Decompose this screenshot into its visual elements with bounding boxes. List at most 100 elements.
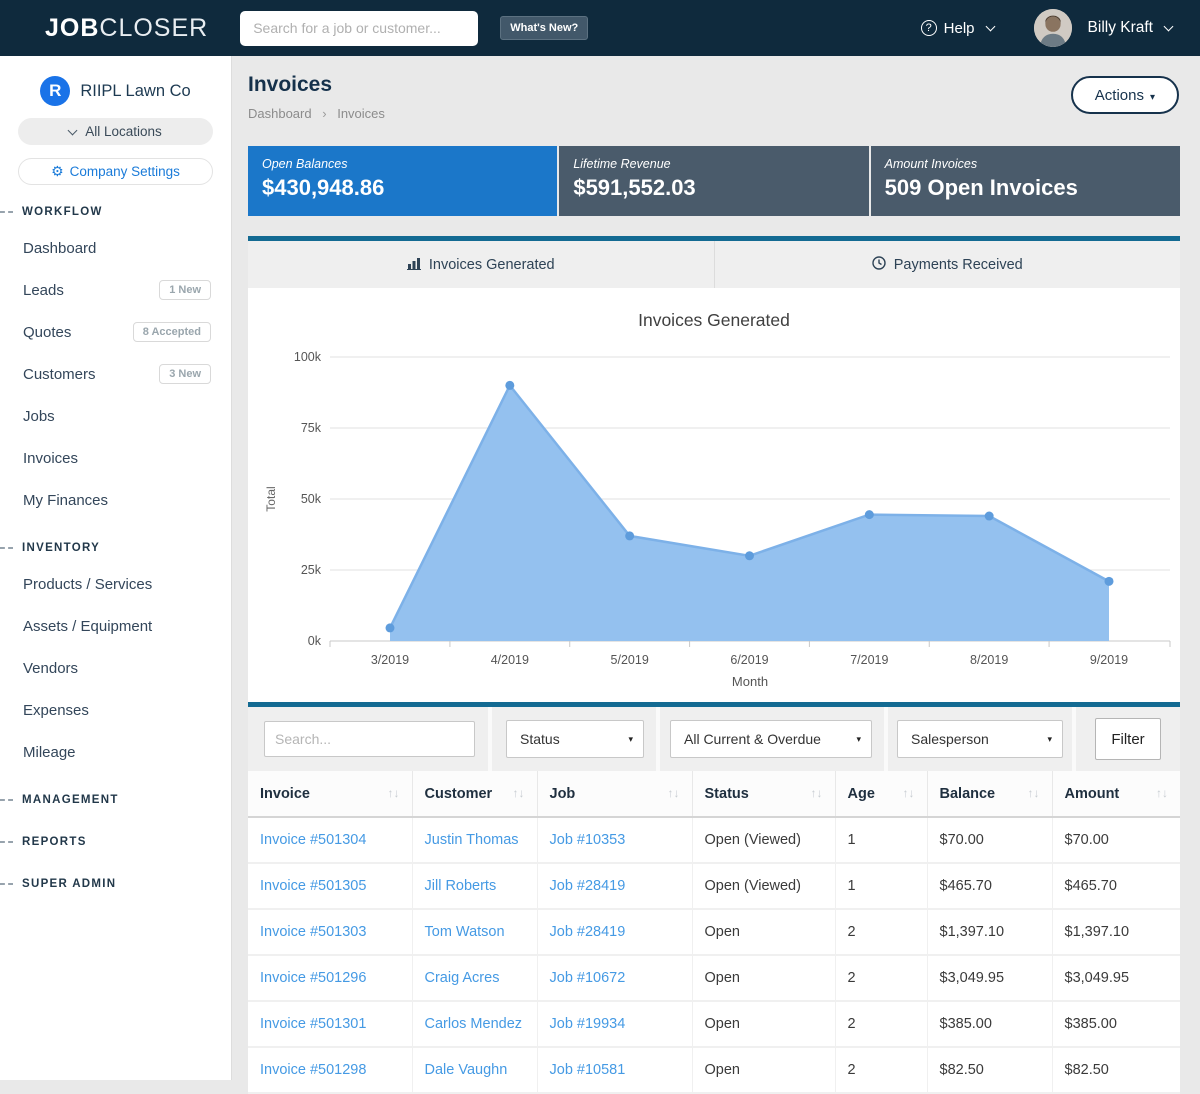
sidebar-item-my-finances[interactable]: My Finances — [0, 479, 231, 521]
cell-status: Open — [692, 1047, 835, 1093]
date-range-select[interactable]: All Current & Overdue▾ — [670, 720, 872, 758]
invoices-table: ↑↓Invoice↑↓Customer↑↓Job↑↓Status↑↓Age↑↓B… — [248, 771, 1180, 1094]
x-tick-label: 7/2019 — [850, 653, 888, 667]
customer-link[interactable]: Justin Thomas — [425, 832, 519, 848]
user-menu[interactable]: Billy Kraft — [1088, 19, 1172, 37]
caret-down-icon: ▾ — [856, 734, 861, 745]
cell-balance: $3,049.95 — [927, 955, 1052, 1001]
company-name: RIIPL Lawn Co — [80, 82, 190, 101]
sidebar-item-label: Expenses — [23, 702, 89, 719]
filter-button[interactable]: Filter — [1095, 718, 1161, 760]
column-label: Amount — [1065, 786, 1120, 802]
column-header-customer[interactable]: ↑↓Customer — [412, 771, 537, 817]
breadcrumb-separator-icon: › — [322, 106, 326, 121]
app-logo[interactable]: JOBCLOSER — [45, 14, 208, 43]
cell-invoice-link: Invoice #501296 — [248, 955, 412, 1001]
status-select[interactable]: Status▾ — [506, 720, 644, 758]
stat-card-lifetime-revenue: Lifetime Revenue$591,552.03 — [559, 146, 868, 216]
tab-label: Payments Received — [894, 257, 1023, 273]
sidebar-item-jobs[interactable]: Jobs — [0, 395, 231, 437]
area-chart: Invoices Generated0k25k50k75k100k3/20194… — [248, 288, 1180, 702]
section-label: INVENTORY — [22, 542, 100, 554]
sidebar-item-label: Dashboard — [23, 240, 96, 257]
x-tick-label: 4/2019 — [491, 653, 529, 667]
section-label: REPORTS — [22, 836, 87, 848]
sidebar-item-expenses[interactable]: Expenses — [0, 689, 231, 731]
column-header-age[interactable]: ↑↓Age — [835, 771, 927, 817]
salesperson-select[interactable]: Salesperson▾ — [897, 720, 1063, 758]
invoice-link[interactable]: Invoice #501305 — [260, 878, 366, 894]
column-header-job[interactable]: ↑↓Job — [537, 771, 692, 817]
customer-link[interactable]: Tom Watson — [425, 924, 505, 940]
stat-card-amount-invoices: Amount Invoices509 Open Invoices — [871, 146, 1180, 216]
cell-age: 2 — [835, 955, 927, 1001]
company-settings-button[interactable]: ⚙ Company Settings — [18, 158, 213, 185]
column-header-status[interactable]: ↑↓Status — [692, 771, 835, 817]
breadcrumb-dashboard[interactable]: Dashboard — [248, 106, 312, 121]
table-row: Invoice #501304Justin ThomasJob #10353Op… — [248, 817, 1180, 863]
breadcrumb-invoices[interactable]: Invoices — [337, 106, 385, 121]
customer-link[interactable]: Jill Roberts — [425, 878, 497, 894]
global-search-input[interactable] — [240, 11, 478, 46]
job-link[interactable]: Job #19934 — [550, 1016, 626, 1032]
section-label: WORKFLOW — [22, 206, 103, 218]
customer-link[interactable]: Carlos Mendez — [425, 1016, 523, 1032]
column-header-balance[interactable]: ↑↓Balance — [927, 771, 1052, 817]
job-link[interactable]: Job #10353 — [550, 832, 626, 848]
avatar[interactable] — [1034, 9, 1072, 47]
sidebar-section-super-admin[interactable]: SUPER ADMIN — [0, 869, 231, 899]
customer-link[interactable]: Dale Vaughn — [425, 1062, 508, 1078]
invoice-link[interactable]: Invoice #501303 — [260, 924, 366, 940]
sidebar-item-products-services[interactable]: Products / Services — [0, 563, 231, 605]
help-label: Help — [944, 20, 975, 37]
sidebar-section-workflow[interactable]: WORKFLOW — [0, 197, 231, 227]
sidebar-item-customers[interactable]: Customers3 New — [0, 353, 231, 395]
sidebar-item-label: Products / Services — [23, 576, 152, 593]
job-link[interactable]: Job #28419 — [550, 924, 626, 940]
job-link[interactable]: Job #10672 — [550, 970, 626, 986]
tab-invoices-generated[interactable]: Invoices Generated — [248, 241, 714, 288]
tab-payments-received[interactable]: Payments Received — [714, 241, 1181, 288]
whats-new-button[interactable]: What's New? — [500, 16, 588, 40]
caret-down-icon: ▾ — [628, 734, 633, 745]
invoice-link[interactable]: Invoice #501301 — [260, 1016, 366, 1032]
x-tick-label: 8/2019 — [970, 653, 1008, 667]
sidebar-item-vendors[interactable]: Vendors — [0, 647, 231, 689]
sidebar-item-invoices[interactable]: Invoices — [0, 437, 231, 479]
job-link[interactable]: Job #10581 — [550, 1062, 626, 1078]
sidebar-item-mileage[interactable]: Mileage — [0, 731, 231, 773]
data-point — [985, 512, 994, 521]
sidebar-section-management[interactable]: MANAGEMENT — [0, 785, 231, 815]
column-header-invoice[interactable]: ↑↓Invoice — [248, 771, 412, 817]
help-menu[interactable]: ? Help — [921, 20, 994, 37]
column-header-amount[interactable]: ↑↓Amount — [1052, 771, 1180, 817]
cell-age: 2 — [835, 1001, 927, 1047]
sidebar-item-label: My Finances — [23, 492, 108, 509]
bar-chart-icon — [407, 256, 421, 274]
page-title: Invoices — [248, 73, 1180, 97]
sidebar-section-reports[interactable]: REPORTS — [0, 827, 231, 857]
all-locations-dropdown[interactable]: All Locations — [18, 118, 213, 145]
table-search-input[interactable] — [264, 721, 475, 757]
section-dash-icon — [0, 799, 13, 801]
company-switcher[interactable]: R RIIPL Lawn Co — [0, 76, 231, 106]
job-link[interactable]: Job #28419 — [550, 878, 626, 894]
sidebar-item-leads[interactable]: Leads1 New — [0, 269, 231, 311]
cell-job-link: Job #10581 — [537, 1047, 692, 1093]
invoice-link[interactable]: Invoice #501304 — [260, 832, 366, 848]
customer-link[interactable]: Craig Acres — [425, 970, 500, 986]
user-name: Billy Kraft — [1088, 19, 1153, 37]
sidebar-item-assets-equipment[interactable]: Assets / Equipment — [0, 605, 231, 647]
invoice-link[interactable]: Invoice #501296 — [260, 970, 366, 986]
sidebar: R RIIPL Lawn Co All Locations ⚙ Company … — [0, 56, 232, 1080]
y-tick-label: 0k — [308, 634, 322, 648]
sort-icon: ↑↓ — [388, 786, 400, 800]
sidebar-item-label: Customers — [23, 366, 96, 383]
count-badge: 1 New — [159, 280, 211, 300]
cell-age: 2 — [835, 1047, 927, 1093]
sidebar-section-inventory[interactable]: INVENTORY — [0, 533, 231, 563]
invoice-link[interactable]: Invoice #501298 — [260, 1062, 366, 1078]
actions-button[interactable]: Actions▾ — [1071, 76, 1179, 114]
sidebar-item-dashboard[interactable]: Dashboard — [0, 227, 231, 269]
sidebar-item-quotes[interactable]: Quotes8 Accepted — [0, 311, 231, 353]
